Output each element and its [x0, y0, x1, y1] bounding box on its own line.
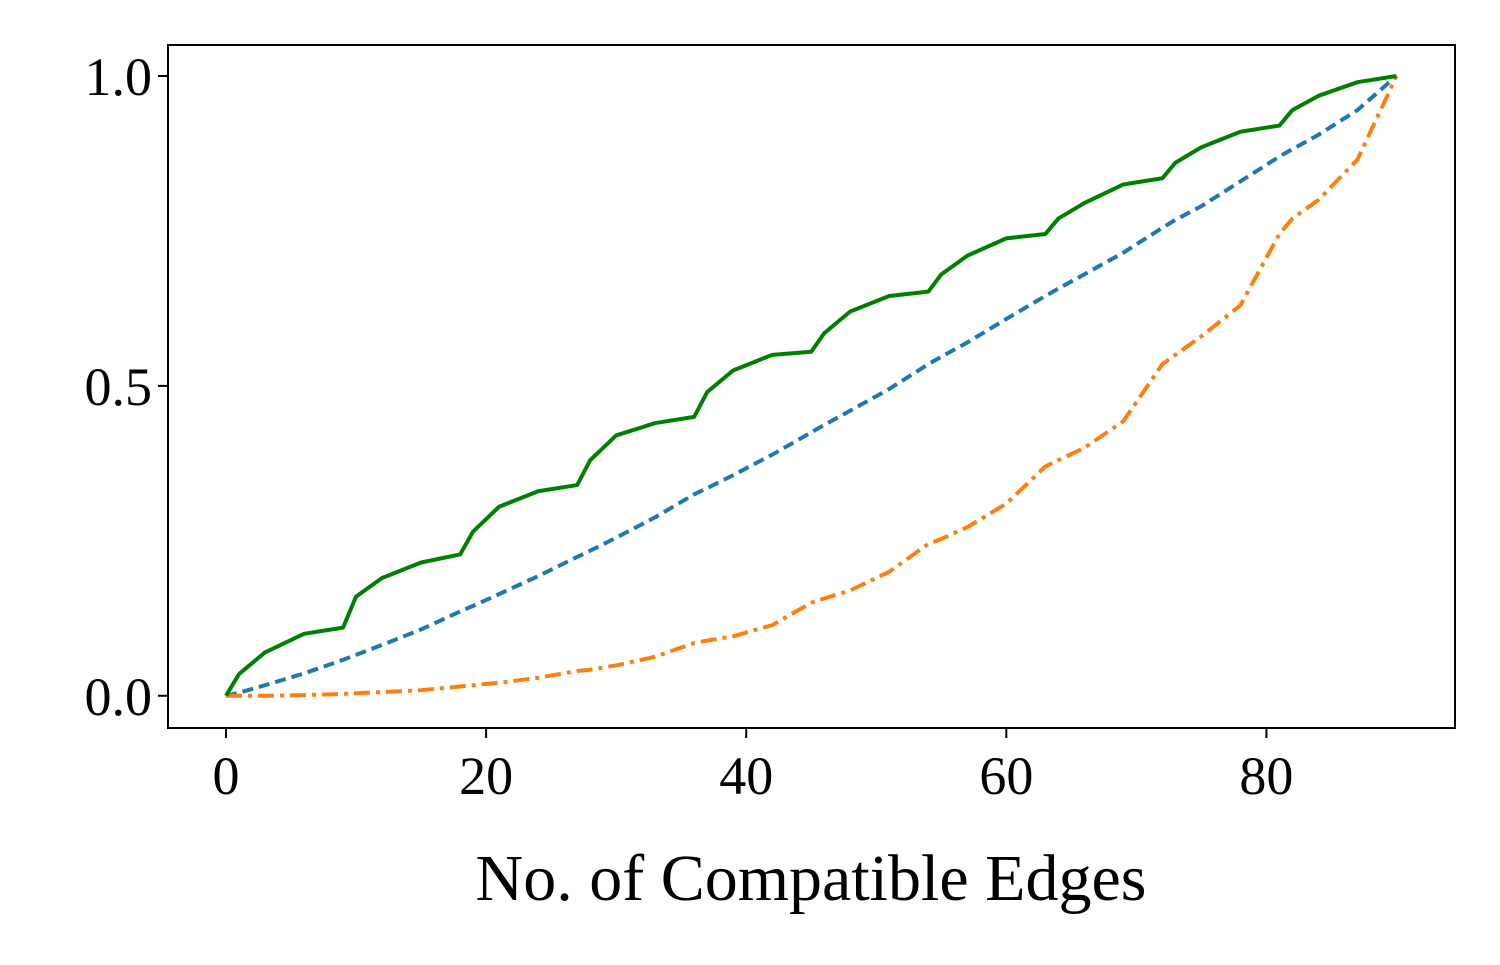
y-tick-label: 1.0 — [85, 47, 153, 107]
line-series — [224, 74, 1397, 697]
x-tick-label: 40 — [719, 746, 773, 806]
x-tick-label: 80 — [1239, 746, 1293, 806]
line-series — [225, 74, 1398, 698]
x-tick-label: 0 — [213, 746, 240, 806]
line-series — [226, 75, 1399, 698]
y-tick-label: 0.5 — [85, 357, 153, 417]
x-axis-label: No. of Compatible Edges — [476, 842, 1147, 915]
plot-frame — [167, 44, 1456, 729]
x-tick-label: 60 — [979, 746, 1033, 806]
x-tick-label: 20 — [459, 746, 513, 806]
y-tick-label: 0.0 — [85, 667, 153, 727]
